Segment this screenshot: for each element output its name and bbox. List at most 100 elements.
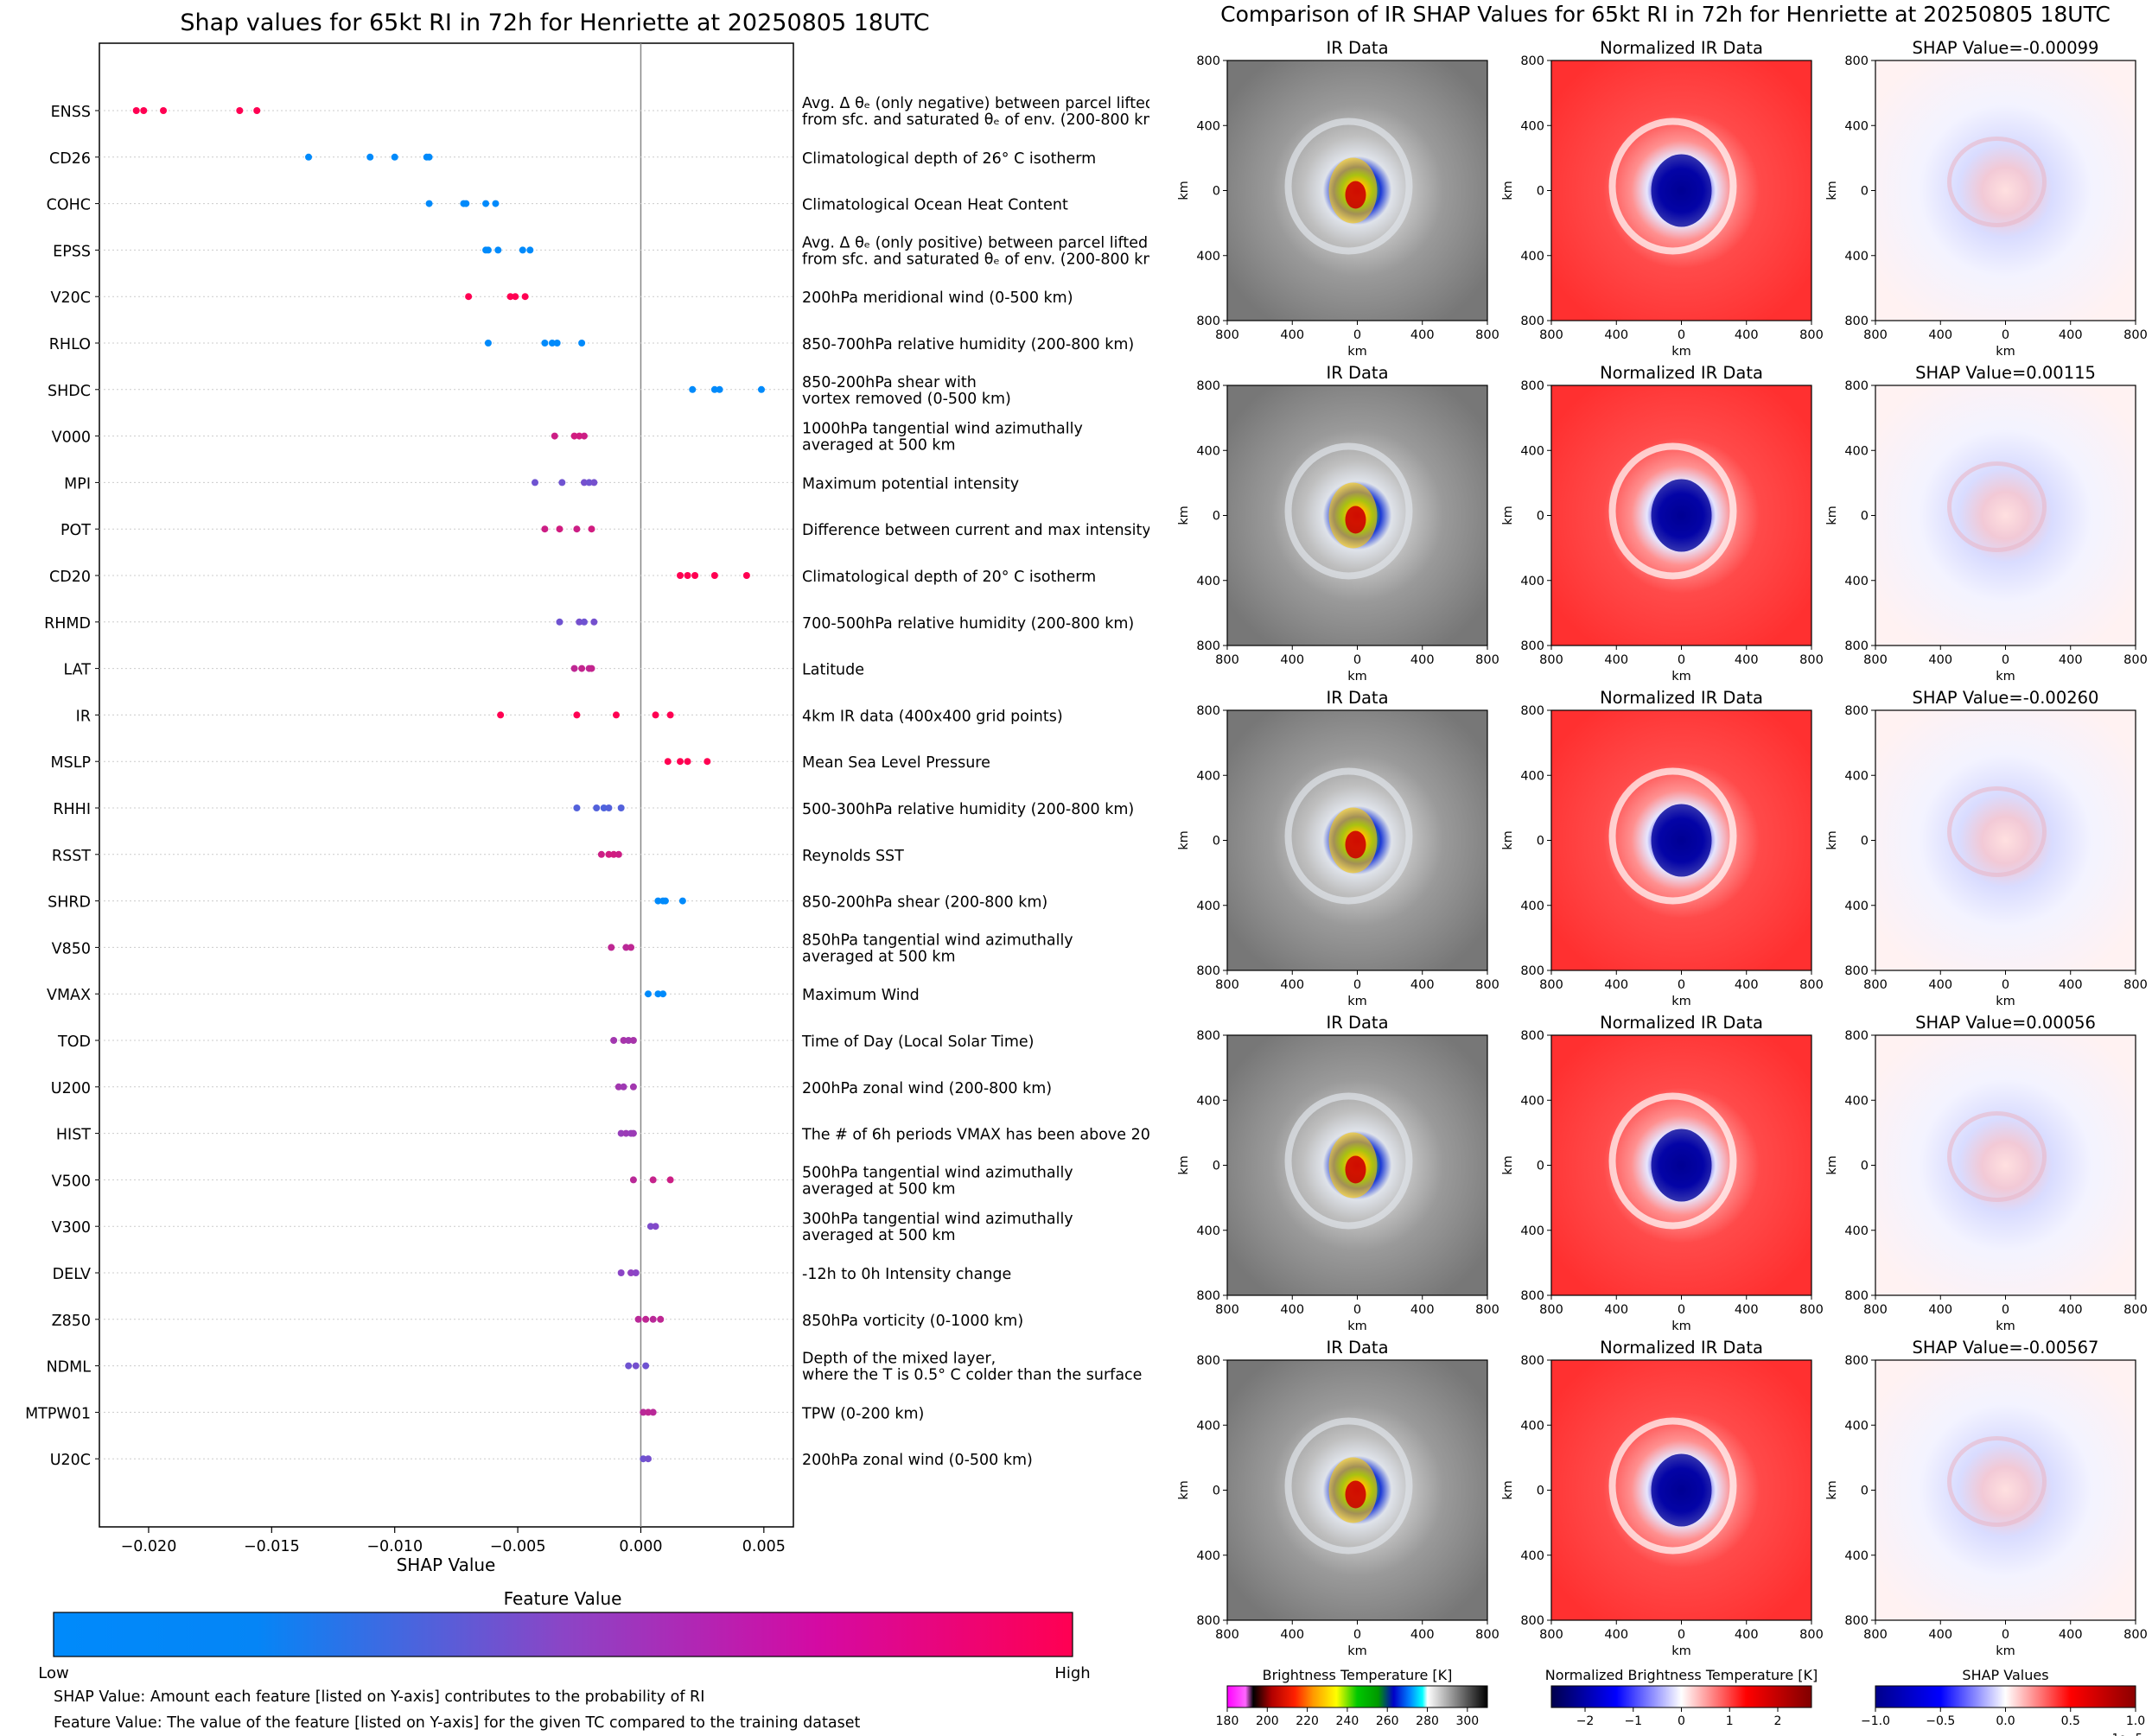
cloud-band <box>1284 1092 1413 1230</box>
shap-point <box>629 1176 637 1184</box>
shap-point <box>622 944 630 951</box>
x-tick-label: 400 <box>1410 978 1435 992</box>
feature-name-label: RSST <box>52 848 91 865</box>
feature-description: 500hPa tangential wind azimuthally <box>802 1164 1073 1181</box>
y-tick-label: 800 <box>1520 379 1544 393</box>
x-tick-label: 0 <box>1678 1303 1685 1317</box>
y-tick-label: 400 <box>1196 1549 1220 1563</box>
shap-point <box>576 618 583 626</box>
shap-point <box>710 385 718 393</box>
x-axis-label: km <box>1996 1644 2015 1658</box>
shap-point <box>585 479 593 486</box>
feature-name-label: MSLP <box>50 754 91 772</box>
shap-point <box>620 1083 627 1091</box>
y-axis-label: km <box>1501 181 1515 200</box>
feature-description: Climatological depth of 20° C isotherm <box>802 569 1096 586</box>
x-tick-label: 400 <box>1604 328 1628 342</box>
shap-point <box>614 850 622 858</box>
x-axis-label: km <box>1347 1319 1367 1333</box>
shap-point <box>526 246 534 254</box>
panel-title: SHAP Value=0.00056 <box>1915 1013 2096 1033</box>
colorbar-tick-label: −0.5 <box>1926 1714 1955 1728</box>
x-tick-label: 400 <box>1280 1303 1304 1317</box>
x-tick-label: 800 <box>2123 1303 2148 1317</box>
shap-point <box>551 432 558 440</box>
cloud-core <box>1651 479 1712 552</box>
panel-title: Normalized IR Data <box>1600 688 1763 708</box>
feature-description: Time of Day (Local Solar Time) <box>801 1033 1035 1051</box>
y-tick-label: 800 <box>1196 704 1220 718</box>
y-tick-label: 800 <box>1196 54 1220 68</box>
panel-title: IR Data <box>1326 688 1388 708</box>
feature-name-label: MPI <box>64 475 91 493</box>
shap-point <box>494 246 502 254</box>
plot-frame <box>99 42 794 1528</box>
feature-name-label: V500 <box>52 1173 91 1190</box>
x-tick-label: 400 <box>1735 978 1759 992</box>
feature-name-label: CD26 <box>49 150 91 168</box>
feature-name-label: HIST <box>56 1127 91 1144</box>
shap-point <box>689 385 697 393</box>
panel-title: IR Data <box>1326 38 1388 58</box>
colorbar: Brightness Temperature [K] 180 200 220 240 26… <box>1216 1667 1488 1728</box>
x-axis-label: km <box>1347 345 1367 359</box>
right-chart-title: Comparison of IR SHAP Values for 65kt RI… <box>1220 2 2111 27</box>
shap-point <box>425 153 433 161</box>
shap-point <box>548 340 556 347</box>
colorbar-tick-label: 0.0 <box>1996 1714 2015 1728</box>
y-tick-label: 800 <box>1844 639 1869 653</box>
feature-name-label: V20C <box>51 289 91 307</box>
x-tick-label: 800 <box>1799 653 1824 667</box>
y-tick-label: 0 <box>1537 835 1544 849</box>
y-tick-label: 400 <box>1196 1094 1220 1108</box>
x-tick-label: 800 <box>1539 1628 1563 1642</box>
shap-point <box>556 525 563 533</box>
y-tick-label: 400 <box>1520 444 1544 458</box>
y-tick-label: 400 <box>1196 1419 1220 1433</box>
shap-point <box>512 293 519 301</box>
x-tick-label: 800 <box>1863 1303 1888 1317</box>
shap-point <box>553 340 561 347</box>
shap-point <box>521 293 529 301</box>
y-tick-label: 400 <box>1520 119 1544 133</box>
feature-name-label: ENSS <box>51 104 91 121</box>
y-tick-label: 800 <box>1844 1029 1869 1043</box>
x-tick-label: −0.010 <box>366 1538 423 1555</box>
y-axis-label: km <box>1825 830 1839 850</box>
panel-image <box>1875 385 2136 645</box>
feature-description: 850hPa vorticity (0-1000 km) <box>802 1313 1023 1330</box>
shap-point <box>506 293 514 301</box>
feature-name-label: RHMD <box>44 615 91 633</box>
cloud-core <box>1345 181 1366 209</box>
feature-description: Climatological Ocean Heat Content <box>802 197 1068 214</box>
colorbar-high-label: High <box>1054 1664 1090 1682</box>
x-tick-label: 400 <box>1410 328 1435 342</box>
shap-point <box>573 711 581 719</box>
feature-description: The # of 6h periods VMAX has been above … <box>801 1127 1149 1144</box>
y-tick-label: 800 <box>1520 1029 1544 1043</box>
x-tick-label: 800 <box>1475 978 1499 992</box>
x-axis-label: km <box>1347 995 1367 1008</box>
feature-description: Depth of the mixed layer, <box>802 1351 996 1368</box>
shap-point <box>366 153 374 161</box>
x-tick-label: 0 <box>2002 653 2009 667</box>
shap-point <box>629 1083 637 1091</box>
x-tick-label: −0.005 <box>490 1538 546 1555</box>
y-tick-label: 400 <box>1196 575 1220 588</box>
feature-name-label: Z850 <box>52 1313 91 1330</box>
y-tick-label: 0 <box>1861 185 1869 199</box>
shap-point <box>627 1269 635 1276</box>
x-axis-label: km <box>1347 670 1367 684</box>
shap-point <box>597 850 605 858</box>
panel-title: Normalized IR Data <box>1600 363 1763 383</box>
y-tick-label: 400 <box>1520 1224 1544 1238</box>
colorbar-tick-label: 280 <box>1416 1714 1439 1728</box>
panel-image <box>1875 60 2136 321</box>
x-axis-label: km <box>1996 995 2015 1008</box>
x-tick-label: 800 <box>1215 978 1239 992</box>
shap-point <box>492 200 500 207</box>
x-tick-label: 0 <box>2002 978 2009 992</box>
y-tick-label: 0 <box>1213 510 1220 524</box>
